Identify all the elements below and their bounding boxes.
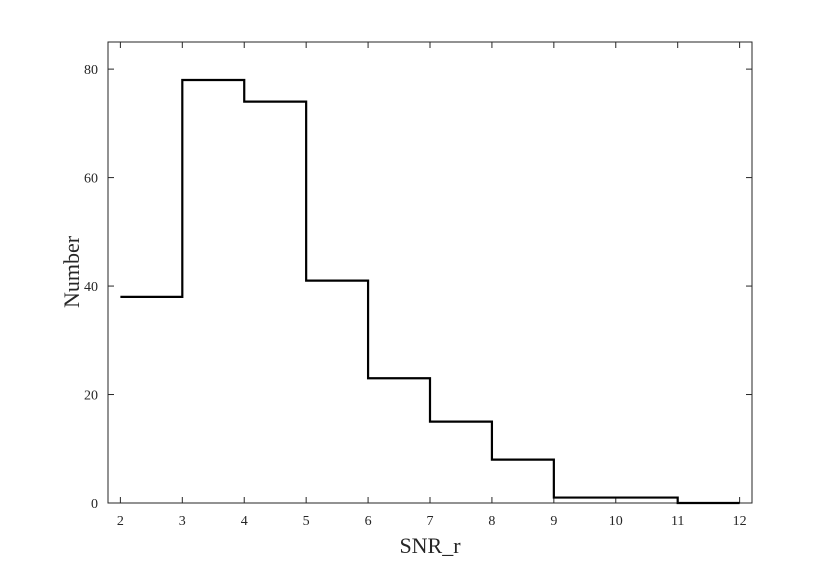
y-tick-label: 80 — [84, 63, 98, 78]
x-axis-ticks: 2 3 4 5 6 7 8 9 10 11 12 — [117, 42, 747, 529]
x-tick-label: 3 — [179, 514, 186, 529]
y-axis-label: Number — [59, 235, 84, 308]
x-tick-label: 6 — [365, 514, 372, 529]
x-tick-label: 8 — [488, 514, 495, 529]
y-tick-label: 60 — [84, 172, 98, 187]
x-axis-label: SNR_r — [399, 533, 461, 558]
x-tick-label: 12 — [733, 514, 747, 529]
x-tick-label: 10 — [609, 514, 623, 529]
y-tick-label: 20 — [84, 389, 98, 404]
x-tick-label: 2 — [117, 514, 124, 529]
x-tick-label: 7 — [427, 514, 434, 529]
x-tick-label: 9 — [550, 514, 557, 529]
x-tick-label: 5 — [303, 514, 310, 529]
y-tick-label: 0 — [91, 497, 98, 512]
plot-frame — [107, 41, 753, 504]
y-axis-ticks: 0 20 40 60 80 — [84, 63, 752, 512]
x-tick-label: 4 — [241, 514, 248, 529]
series-step-line — [120, 78, 740, 505]
x-tick-label: 11 — [671, 514, 684, 529]
y-tick-label: 40 — [84, 280, 98, 295]
